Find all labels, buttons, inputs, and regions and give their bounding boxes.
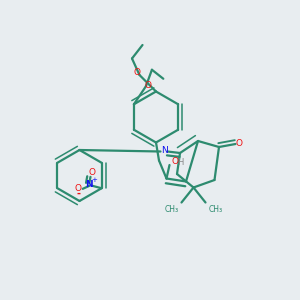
Text: O: O bbox=[145, 81, 152, 90]
Text: CH₃: CH₃ bbox=[164, 206, 178, 214]
Text: O: O bbox=[171, 158, 178, 166]
Text: O: O bbox=[75, 184, 82, 193]
Text: N: N bbox=[85, 181, 93, 190]
Text: +: + bbox=[92, 178, 98, 184]
Text: O: O bbox=[236, 140, 243, 148]
Text: CH₃: CH₃ bbox=[208, 206, 223, 214]
Text: -: - bbox=[76, 188, 80, 198]
Text: O: O bbox=[88, 168, 95, 177]
Text: O: O bbox=[134, 68, 141, 77]
Text: H: H bbox=[177, 158, 183, 167]
Text: N: N bbox=[161, 146, 168, 155]
